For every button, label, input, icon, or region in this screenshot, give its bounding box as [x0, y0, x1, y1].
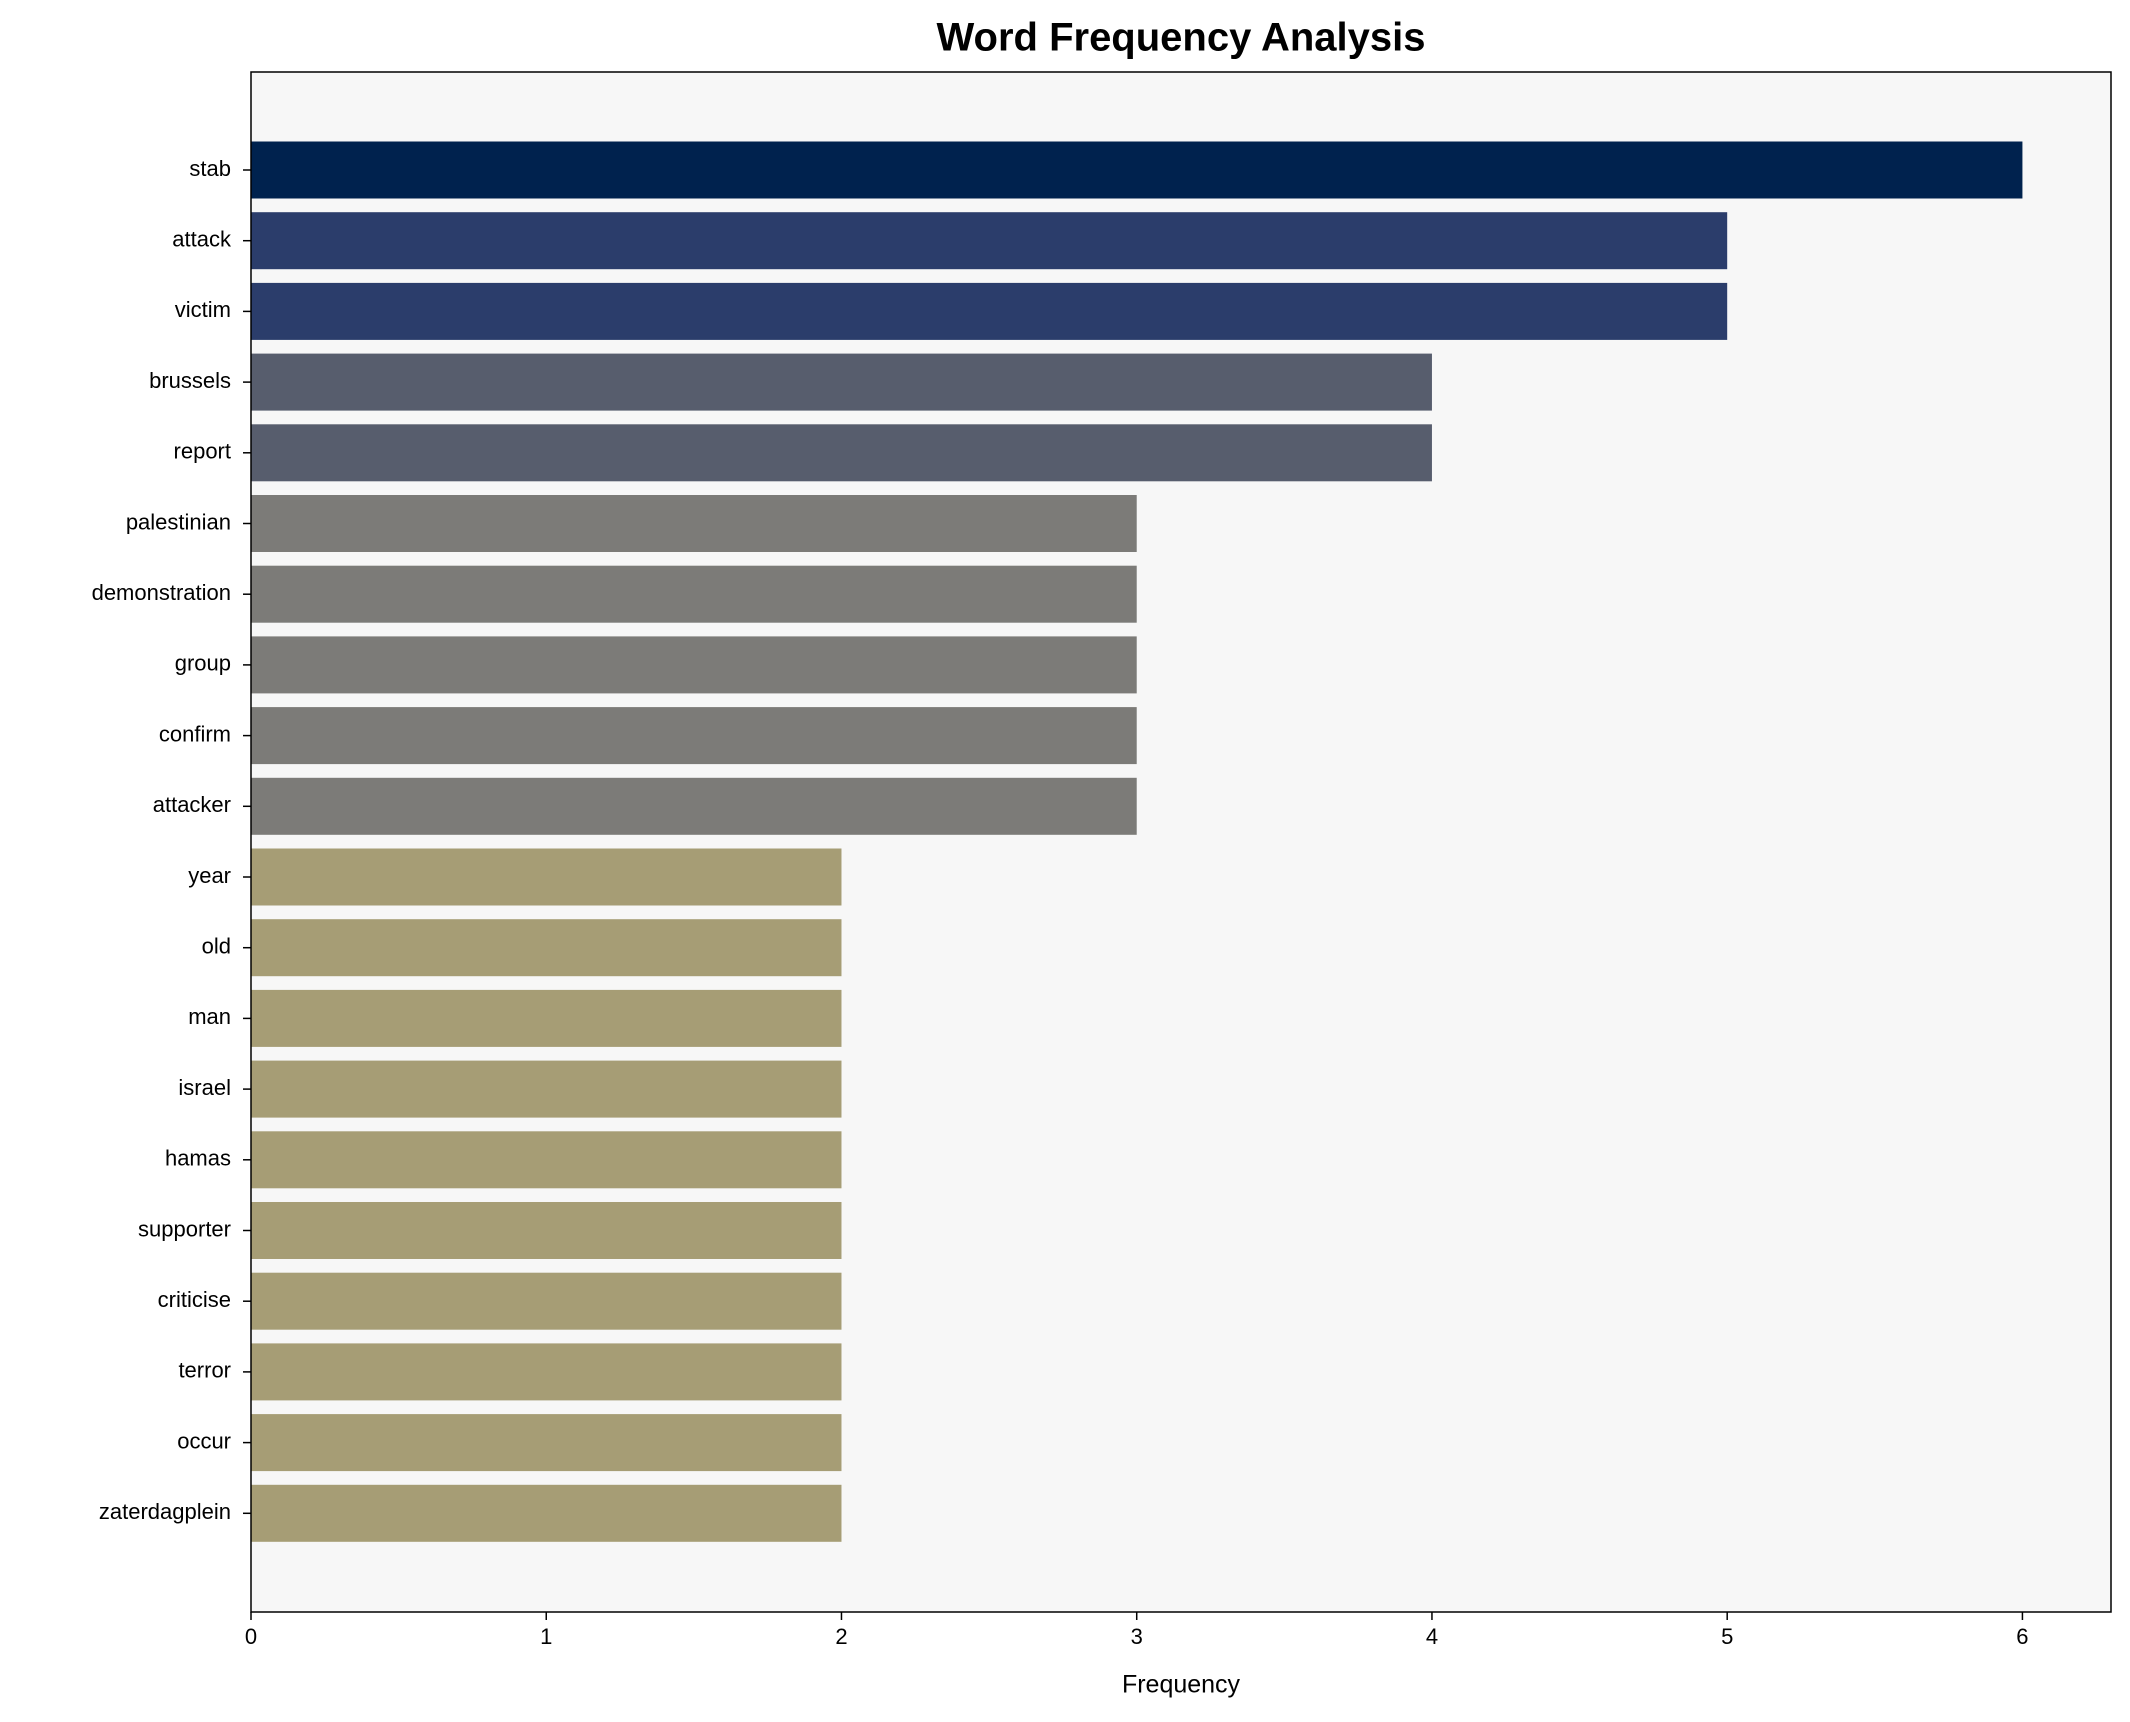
y-tick-label: old: [202, 934, 231, 959]
chart-title: Word Frequency Analysis: [936, 16, 1425, 60]
y-tick-label: attack: [172, 227, 232, 252]
bar: [251, 707, 1137, 765]
y-tick-label: occur: [177, 1428, 231, 1453]
bar: [251, 565, 1137, 623]
bar: [251, 1343, 842, 1401]
y-tick-label: confirm: [159, 721, 231, 746]
x-axis-label: Frequency: [1122, 1671, 1241, 1699]
y-tick-label: palestinian: [126, 509, 231, 534]
bar: [251, 848, 842, 906]
bar: [251, 1060, 842, 1118]
y-tick-label: israel: [178, 1075, 231, 1100]
y-tick-label: zaterdagplein: [99, 1499, 231, 1524]
bar: [251, 1484, 842, 1542]
bar: [251, 141, 2023, 199]
y-tick-label: hamas: [165, 1146, 231, 1171]
bar: [251, 282, 1728, 340]
y-tick-label: supporter: [138, 1216, 231, 1241]
bar: [251, 1202, 842, 1259]
plot-frame: [250, 71, 2112, 1613]
x-tick-label: 0: [245, 1624, 257, 1649]
bar: [251, 919, 842, 977]
x-tick-label: 4: [1426, 1624, 1438, 1649]
y-tick-label: man: [188, 1004, 231, 1029]
y-tick-label: demonstration: [92, 580, 231, 605]
bar: [251, 353, 1432, 411]
y-tick-label: attacker: [153, 792, 231, 817]
y-tick-label: victim: [175, 297, 231, 322]
y-tick-label: group: [175, 651, 231, 676]
y-tick-label: brussels: [149, 368, 231, 393]
bar: [251, 495, 1137, 552]
bar: [251, 777, 1137, 835]
x-tick-label: 5: [1721, 1624, 1733, 1649]
y-tick-label: report: [174, 439, 231, 464]
x-tick-label: 6: [2016, 1624, 2028, 1649]
bar: [251, 989, 842, 1047]
x-tick-label: 2: [835, 1624, 847, 1649]
bar: [251, 1272, 842, 1330]
y-tick-label: year: [188, 863, 231, 888]
y-tick-label: criticise: [158, 1287, 231, 1312]
bar: [251, 424, 1432, 482]
bar: [251, 1414, 842, 1472]
x-tick-label: 1: [540, 1624, 552, 1649]
x-tick-label: 3: [1131, 1624, 1143, 1649]
bar: [251, 1131, 842, 1189]
bar: [251, 212, 1728, 270]
y-tick-label: stab: [189, 156, 231, 181]
y-tick-label: terror: [178, 1358, 231, 1383]
bar: [251, 636, 1137, 694]
